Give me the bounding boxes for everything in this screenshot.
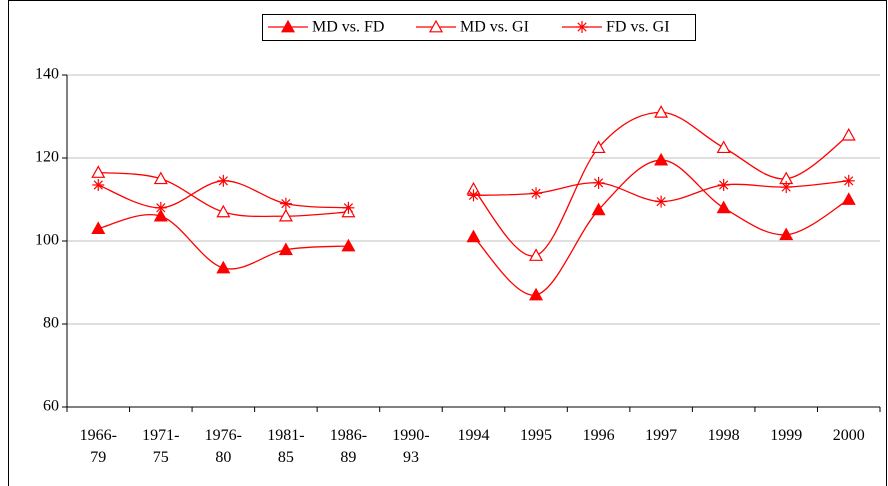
data-point — [154, 201, 167, 214]
y-tick-label: 80 — [43, 315, 59, 332]
data-point — [717, 178, 730, 191]
x-tick-label: 1997 — [645, 427, 678, 444]
data-point — [591, 140, 606, 154]
data-point — [655, 195, 668, 208]
data-point — [216, 260, 231, 274]
x-tick-label: 1966- 79 — [79, 427, 117, 466]
legend-label: MD vs. GI — [460, 19, 529, 36]
legend-label: MD vs. FD — [312, 19, 384, 36]
chart-frame — [8, 0, 887, 486]
x-tick-label: 1990- 93 — [392, 427, 430, 466]
data-point — [529, 287, 544, 301]
data-point — [530, 187, 543, 200]
data-point — [278, 242, 293, 256]
data-point — [341, 238, 356, 252]
data-point — [91, 221, 106, 234]
data-point — [779, 227, 794, 241]
data-point — [716, 200, 731, 214]
legend-box — [262, 14, 696, 41]
x-tick-label: 1998 — [707, 427, 740, 444]
series-line — [98, 159, 850, 296]
legend-label: FD vs. GI — [606, 19, 670, 36]
x-tick-label: 1996 — [582, 427, 615, 444]
data-point — [278, 208, 293, 222]
data-point — [467, 189, 480, 202]
x-tick-label: 1995 — [520, 427, 553, 444]
data-point — [217, 174, 230, 187]
data-point — [841, 192, 856, 205]
x-tick-label: 1971- 75 — [142, 427, 180, 466]
x-tick-label: 1994 — [457, 427, 490, 444]
y-tick-label: 60 — [43, 398, 59, 415]
x-tick-label: 1986- 89 — [329, 427, 368, 466]
data-point — [153, 171, 168, 185]
data-point — [842, 174, 855, 187]
data-point — [216, 204, 231, 218]
legend-marker — [280, 19, 296, 33]
x-tick-label: 1999 — [770, 427, 803, 444]
x-tick-label: 1981- 85 — [267, 427, 305, 466]
data-point — [279, 197, 292, 210]
data-point — [466, 229, 481, 243]
data-point — [841, 127, 856, 141]
x-tick-label: 2000 — [832, 427, 865, 444]
x-tick-label: 1976- 80 — [204, 427, 242, 466]
y-tick-label: 120 — [35, 149, 59, 166]
data-point — [92, 178, 105, 191]
y-tick-label: 100 — [35, 232, 59, 249]
data-point — [654, 152, 669, 166]
data-point — [716, 140, 731, 154]
data-point — [91, 165, 106, 178]
legend-marker — [428, 19, 444, 33]
data-point — [654, 105, 669, 118]
data-point — [342, 201, 355, 214]
data-point — [780, 181, 793, 194]
y-tick-label: 140 — [35, 66, 59, 83]
legend-marker — [576, 21, 588, 33]
data-point — [529, 248, 544, 261]
data-point — [592, 176, 605, 189]
data-point — [591, 202, 606, 216]
data-point — [153, 208, 168, 222]
